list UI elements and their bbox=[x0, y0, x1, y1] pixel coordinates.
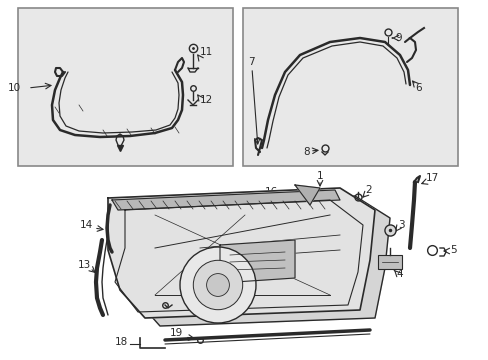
Text: 5: 5 bbox=[449, 245, 456, 255]
Circle shape bbox=[206, 274, 229, 296]
Text: 6: 6 bbox=[414, 83, 421, 93]
Text: 15: 15 bbox=[148, 303, 161, 313]
Polygon shape bbox=[108, 188, 374, 318]
Text: 16: 16 bbox=[264, 187, 278, 197]
Polygon shape bbox=[123, 196, 389, 326]
Text: 18: 18 bbox=[115, 337, 128, 347]
Bar bbox=[377, 255, 401, 269]
Text: 19: 19 bbox=[170, 328, 183, 338]
Bar bbox=[243, 8, 457, 166]
Text: 3: 3 bbox=[397, 220, 404, 230]
Polygon shape bbox=[220, 240, 294, 283]
Text: 12: 12 bbox=[200, 95, 213, 105]
Text: 1: 1 bbox=[316, 171, 323, 181]
Polygon shape bbox=[294, 185, 319, 205]
Text: 10: 10 bbox=[8, 83, 21, 93]
Text: 9: 9 bbox=[394, 33, 401, 43]
Polygon shape bbox=[112, 190, 339, 210]
Text: 13: 13 bbox=[78, 260, 91, 270]
Text: 4: 4 bbox=[395, 269, 402, 279]
Text: 14: 14 bbox=[80, 220, 93, 230]
Circle shape bbox=[193, 260, 242, 310]
Text: 17: 17 bbox=[425, 173, 438, 183]
Text: 11: 11 bbox=[200, 47, 213, 57]
Bar bbox=[18, 8, 232, 166]
Circle shape bbox=[180, 247, 256, 323]
Text: 8: 8 bbox=[303, 147, 309, 157]
Text: 7: 7 bbox=[247, 57, 254, 67]
Text: 2: 2 bbox=[364, 185, 371, 195]
